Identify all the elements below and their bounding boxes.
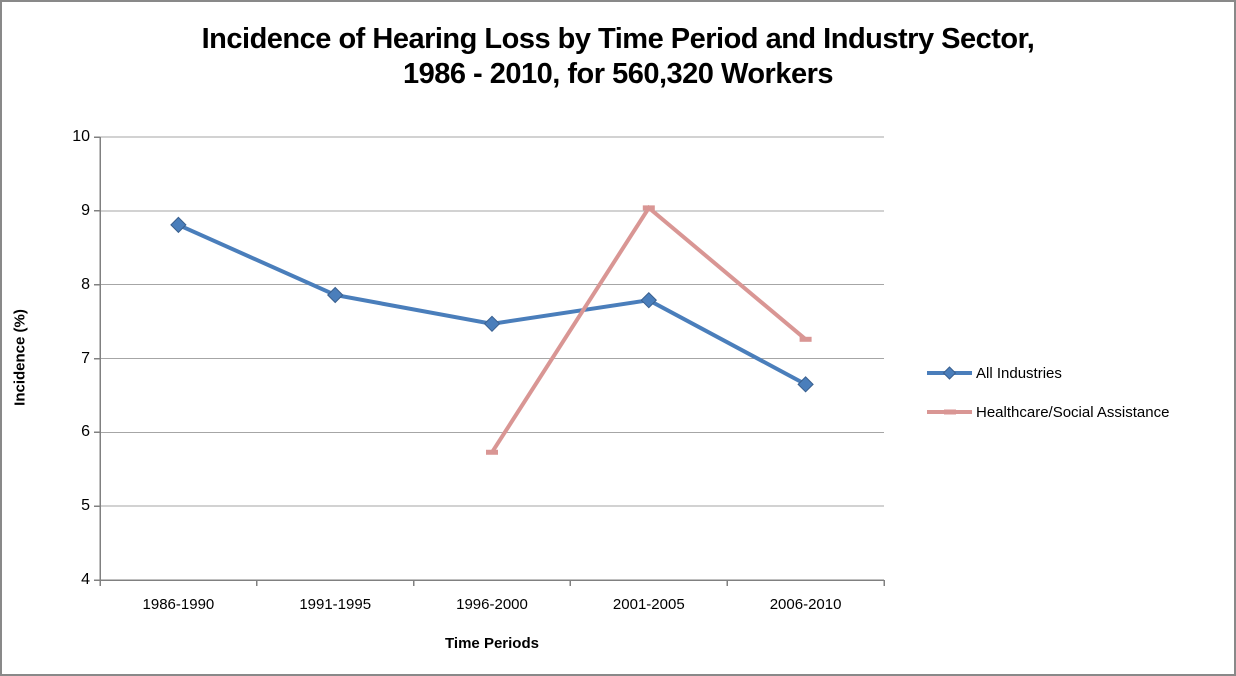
data-point-dash-1-3 [642, 205, 655, 211]
data-point-diamond-0-1 [326, 286, 344, 304]
x-tick-label-4: 2006-2010 [769, 596, 842, 613]
x-tick-label-2: 1996-2000 [456, 596, 528, 613]
data-point-diamond-0-3 [640, 291, 658, 309]
y-tick-label-8: 8 [81, 275, 90, 293]
x-tick-label-0: 1986-1990 [142, 596, 215, 613]
chart-title-line-1: Incidence of Hearing Loss by Time Period… [201, 23, 1035, 55]
data-point-dash-1-2 [486, 449, 498, 455]
y-tick-label-10: 10 [72, 128, 90, 145]
legend-item-1: Healthcare/Social Assistance [926, 401, 1169, 423]
y-tick-label-4: 4 [81, 571, 90, 588]
chart-title: Incidence of Hearing Loss by Time Period… [2, 22, 1234, 92]
legend-label-0: All Industries [976, 364, 1062, 382]
legend-line-dash-icon [927, 409, 972, 415]
x-axis-title: Time Periods [445, 635, 539, 652]
legend-line-diamond-icon [927, 366, 972, 380]
data-point-diamond-0-4 [797, 376, 814, 393]
series-line-0 [177, 223, 807, 387]
x-tick-label-3: 2001-2005 [612, 596, 685, 613]
data-point-diamond-0-0 [170, 216, 187, 234]
y-tick-label-6: 6 [81, 423, 90, 441]
legend: All Industries Healthcare/Social Assistan… [926, 362, 1169, 440]
series-line-1 [490, 204, 807, 454]
x-tick-label-1: 1991-1995 [299, 596, 372, 613]
data-point-diamond-0-2 [483, 315, 501, 333]
y-tick-label-7: 7 [81, 349, 90, 367]
chart-title-line-2: 1986 - 2010, for 560,320 Workers [402, 58, 834, 90]
legend-label-1: Healthcare/Social Assistance [976, 403, 1170, 421]
y-tick-label-5: 5 [81, 497, 90, 515]
data-point-dash-1-4 [799, 336, 812, 342]
legend-item-0: All Industries [926, 362, 1169, 384]
y-tick-label-9: 9 [81, 201, 90, 219]
